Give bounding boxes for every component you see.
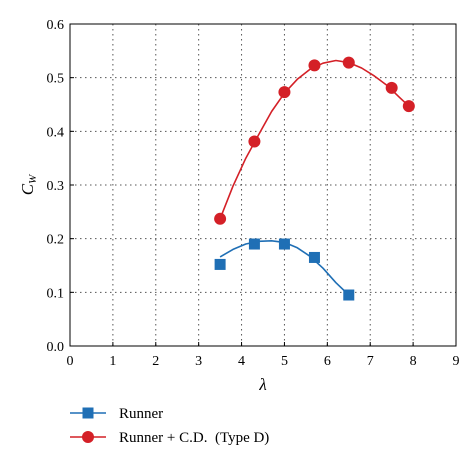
data-point-square — [248, 238, 260, 250]
y-axis-label-subscript: W — [27, 174, 39, 184]
x-axis-label: λ — [258, 375, 266, 394]
x-tick-label: 0 — [67, 354, 74, 369]
data-point-square — [278, 238, 290, 250]
x-tick-label: 5 — [281, 354, 288, 369]
x-tick-label: 6 — [324, 354, 331, 369]
legend: Runner Runner + C.D. (Type D) — [70, 406, 269, 446]
y-axis-label: CW — [18, 174, 39, 195]
legend-marker-circle — [82, 431, 94, 443]
y-axis-ticks: 0.0 0.1 0.2 0.3 0.4 0.5 0.6 — [47, 18, 74, 355]
x-tick-label: 3 — [195, 354, 202, 369]
y-tick-label: 0.2 — [47, 233, 65, 248]
y-tick-label: 0.5 — [47, 72, 65, 87]
series-layer — [214, 56, 415, 301]
data-point-square — [214, 258, 226, 270]
legend-marker-square — [82, 407, 94, 419]
x-tick-label: 7 — [367, 354, 374, 369]
x-tick-label: 8 — [410, 354, 417, 369]
data-point-circle — [402, 100, 415, 113]
x-tick-label: 2 — [152, 354, 159, 369]
x-tick-label: 1 — [109, 354, 116, 369]
data-point-square — [308, 251, 320, 263]
series-1 — [214, 238, 355, 301]
legend-item: Runner — [70, 406, 163, 422]
data-point-circle — [214, 212, 227, 225]
plot-frame — [69, 23, 457, 347]
data-point-circle — [385, 81, 398, 94]
y-tick-label: 0.1 — [47, 286, 65, 301]
y-tick-label: 0.0 — [47, 340, 65, 355]
series-2 — [214, 56, 415, 225]
data-point-circle — [342, 56, 355, 69]
y-tick-label: 0.6 — [47, 18, 65, 33]
x-axis-ticks: 0 1 2 3 4 5 6 7 8 9 — [67, 342, 460, 369]
grid — [70, 24, 456, 346]
legend-label: Runner + C.D. (Type D) — [119, 430, 269, 446]
data-point-circle — [248, 135, 261, 148]
y-tick-label: 0.3 — [47, 179, 65, 194]
y-axis-label-main: C — [18, 183, 37, 195]
legend-label: Runner — [119, 406, 163, 422]
x-tick-label: 4 — [238, 354, 245, 369]
y-tick-label: 0.4 — [47, 125, 65, 140]
data-point-square — [343, 289, 355, 301]
legend-item: Runner + C.D. (Type D) — [70, 430, 269, 446]
x-tick-label: 9 — [453, 354, 460, 369]
data-point-circle — [278, 86, 291, 99]
data-point-circle — [308, 59, 321, 72]
series-line — [219, 59, 410, 220]
